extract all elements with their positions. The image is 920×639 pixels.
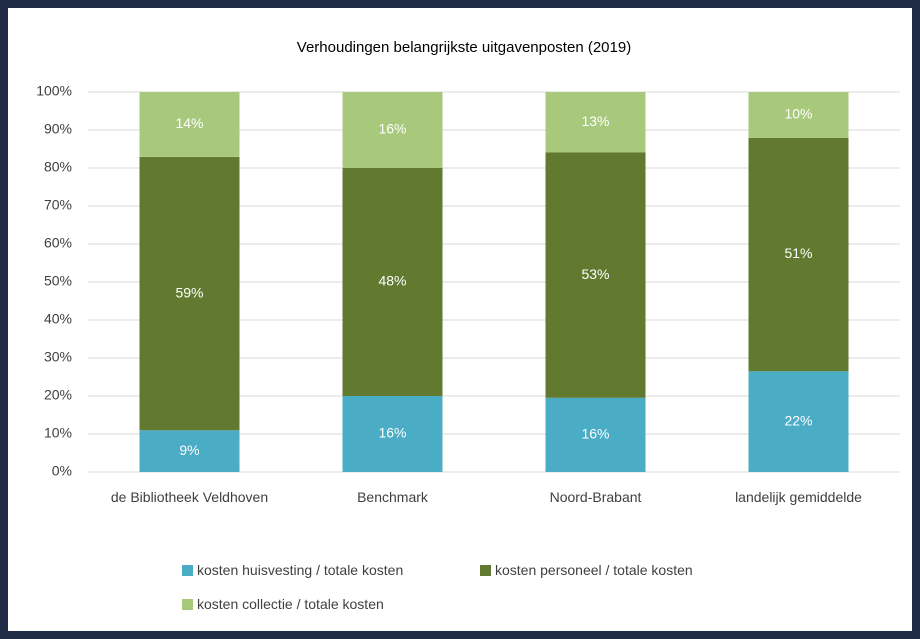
bar-segment: [748, 137, 849, 372]
legend-label: kosten personeel / totale kosten: [495, 562, 693, 578]
chart-title: Verhoudingen belangrijkste uitgavenposte…: [297, 39, 631, 56]
legend-swatch: [480, 564, 491, 576]
bar-segment: [342, 396, 443, 472]
bar-segment: [545, 397, 646, 472]
bar-segment: [342, 92, 443, 168]
data-label: 9%: [179, 442, 199, 458]
y-tick-label: 80%: [44, 159, 72, 175]
legend-item: kosten huisvesting / totale kosten: [182, 562, 403, 578]
legend-swatch: [182, 564, 193, 576]
data-label: 59%: [175, 284, 203, 300]
y-tick-label: 60%: [44, 235, 72, 251]
x-tick-label: Benchmark: [357, 489, 428, 505]
y-tick-label: 10%: [44, 425, 72, 441]
bar-segment: [139, 92, 240, 157]
data-label: 14%: [175, 115, 203, 131]
data-label: 16%: [581, 426, 609, 442]
data-label: 22%: [784, 412, 812, 428]
y-tick-label: 30%: [44, 349, 72, 365]
y-tick-label: 90%: [44, 121, 72, 137]
legend-item: kosten personeel / totale kosten: [480, 562, 693, 578]
bar-segment: [139, 156, 240, 431]
data-label: 16%: [378, 121, 406, 137]
y-tick-label: 20%: [44, 387, 72, 403]
bar-segment: [545, 152, 646, 398]
bar-segment: [748, 92, 849, 138]
x-tick-label: landelijk gemiddelde: [735, 489, 862, 505]
data-label: 10%: [784, 106, 812, 122]
y-tick-label: 70%: [44, 197, 72, 213]
y-tick-label: 100%: [36, 83, 72, 99]
data-label: 51%: [784, 245, 812, 261]
data-label: 13%: [581, 113, 609, 129]
y-tick-label: 40%: [44, 311, 72, 327]
x-tick-label: Noord-Brabant: [549, 489, 642, 505]
data-label: 53%: [581, 266, 609, 282]
legend-label: kosten collectie / totale kosten: [197, 596, 384, 612]
y-tick-label: 50%: [44, 273, 72, 289]
legend-label: kosten huisvesting / totale kosten: [197, 562, 404, 578]
bar-segment: [748, 371, 849, 472]
bar-segment: [545, 92, 646, 153]
data-label: 48%: [378, 273, 406, 289]
x-tick-label: de Bibliotheek Veldhoven: [110, 489, 269, 505]
legend-swatch: [182, 598, 193, 610]
bar-segment: [139, 430, 240, 472]
y-tick-label: 0%: [52, 463, 72, 479]
legend-item: kosten collectie / totale kosten: [182, 596, 384, 612]
data-label: 16%: [378, 425, 406, 441]
bar-segment: [342, 168, 443, 396]
